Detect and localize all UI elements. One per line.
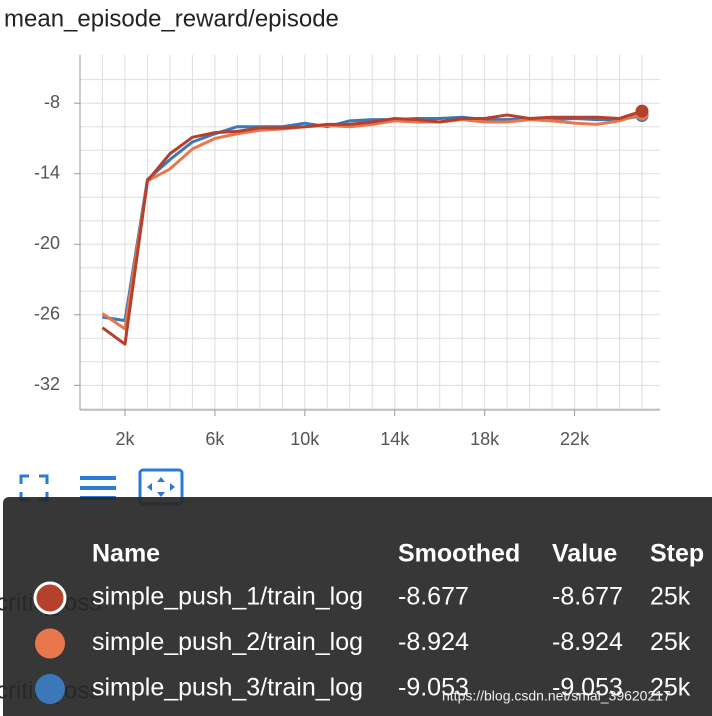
tooltip-cell: -8.677 [398, 583, 469, 611]
zoom-icon[interactable] [138, 468, 184, 506]
y-tick-label: -8 [44, 92, 60, 112]
tooltip-cell: 25k [650, 628, 691, 656]
tooltip-header: Step [650, 540, 704, 568]
x-tick-label: 6k [205, 429, 225, 449]
x-tick-label: 22k [560, 429, 590, 449]
axes: -8 -14 -20 -26 -32 2k 6k 10k 14k 18k 22k [34, 55, 660, 449]
y-tick-label: -20 [34, 233, 60, 253]
tooltip [3, 497, 712, 716]
x-tick-label: 10k [290, 429, 320, 449]
tooltip-cell: -8.677 [552, 583, 623, 611]
series-line [101, 109, 643, 346]
tooltip-cell: -8.924 [398, 628, 469, 656]
series-name: simple_push_2/train_log [92, 628, 363, 656]
tooltip-header: Smoothed [398, 540, 520, 568]
tooltip-cell: 25k [650, 674, 691, 702]
tooltip-cell: 25k [650, 583, 691, 611]
series-name: simple_push_1/train_log [92, 583, 363, 611]
x-tick-label: 18k [470, 429, 500, 449]
tooltip-cell: -9.053 [552, 674, 623, 702]
list-icon[interactable] [80, 476, 116, 500]
watermark: https://blog.csdn.net/smal_39620217 [442, 688, 671, 704]
legend-swatch [35, 674, 65, 704]
y-tick-label: -32 [34, 374, 60, 394]
y-tick-label: -26 [34, 304, 60, 324]
series-line [101, 112, 643, 331]
tooltip-cell: -9.053 [398, 674, 469, 702]
end-marker [635, 104, 649, 118]
y-tick-label: -14 [34, 162, 60, 182]
series-name: simple_push_3/train_log [92, 674, 363, 702]
tooltip-cell: -8.924 [552, 628, 623, 656]
x-tick-label: 14k [380, 429, 410, 449]
grid [79, 55, 660, 410]
tooltip-table: Name Smoothed Value Step simple_push_1/train… [33, 540, 704, 704]
tooltip-header: Value [552, 540, 617, 568]
legend-swatch [33, 581, 67, 615]
tooltip-header: Name [92, 540, 160, 568]
legend-swatch [35, 628, 65, 659]
plot [101, 104, 649, 346]
chart-title: mean_episode_reward/episode [4, 5, 339, 32]
fit-icon[interactable] [19, 474, 49, 502]
x-tick-label: 2k [115, 429, 135, 449]
